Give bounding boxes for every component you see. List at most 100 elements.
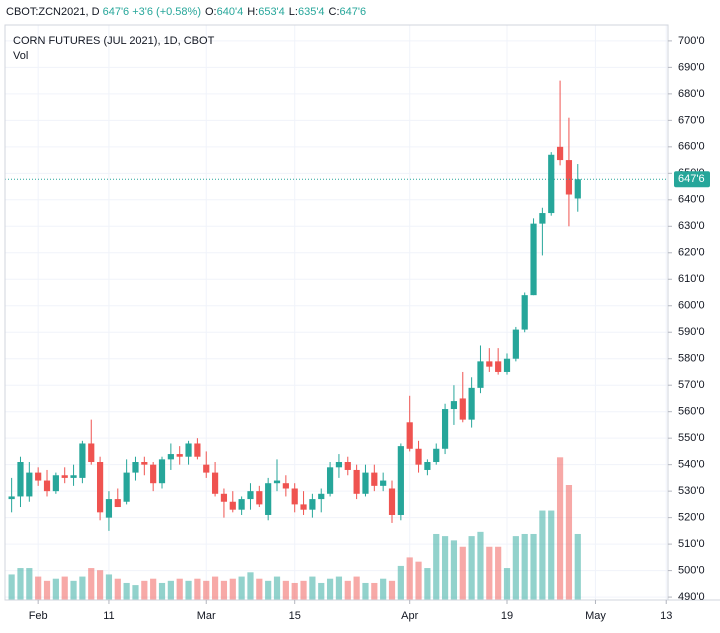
y-tick-label: 660'0 [678, 141, 705, 153]
volume-bar [353, 576, 360, 600]
volume-bar [194, 578, 201, 600]
volume-bar [415, 561, 422, 600]
candle-body [291, 488, 298, 505]
volume-bar [96, 570, 104, 600]
volume-bar [300, 580, 307, 600]
volume-bar [220, 580, 228, 600]
candle-body [238, 499, 245, 510]
volume-bar [105, 574, 113, 600]
volume-bar [17, 568, 24, 600]
header: CBOT:ZCN2021, D 647'6 +3'6 (+0.58%) O:640… [6, 6, 366, 18]
candle-body [211, 472, 219, 494]
x-tick-label: 15 [289, 610, 301, 622]
candle-body [548, 154, 555, 214]
candle-body [477, 361, 484, 388]
candle-body [335, 462, 343, 468]
volume-bar [424, 568, 431, 600]
volume-bar [309, 576, 316, 600]
candle-body [282, 483, 289, 489]
y-tick-label: 500'0 [678, 565, 705, 577]
volume-bar [486, 546, 493, 600]
candle-body [256, 491, 263, 505]
volume-bar [8, 574, 15, 600]
volume-bar [565, 485, 573, 600]
y-tick-label: 620'0 [678, 247, 705, 259]
x-tick-label: 19 [501, 610, 513, 622]
x-tick-label: May [585, 610, 606, 622]
y-tick-label: 600'0 [678, 300, 705, 312]
candle-body [247, 491, 254, 500]
candle-body [220, 493, 228, 502]
volume-bar [52, 578, 59, 600]
candle-body [96, 462, 104, 513]
candle-body [132, 462, 139, 473]
y-tick-label: 590'0 [678, 326, 705, 338]
candle-body [539, 213, 546, 224]
volume-bar [521, 533, 528, 600]
last-price-label: 647'6 [678, 173, 705, 185]
y-tick-label: 700'0 [678, 35, 705, 47]
candle-body [362, 472, 369, 494]
price: 647'6 [103, 6, 130, 18]
volume-bar [318, 582, 325, 600]
volume-bar [344, 580, 351, 600]
candle-body [17, 462, 24, 497]
candle-body [265, 483, 272, 515]
candle-body [388, 488, 396, 515]
candle-body [326, 467, 334, 494]
o-key: O: [205, 6, 217, 18]
volume-bar [459, 546, 466, 600]
candle-body [503, 358, 511, 372]
candle-body [123, 472, 130, 502]
y-tick-label: 510'0 [678, 538, 705, 550]
o-value: 640'4 [217, 6, 244, 18]
volume-bar [88, 568, 95, 600]
candle-body [486, 361, 493, 367]
volume-bar [185, 580, 192, 600]
volume-bar [43, 580, 51, 600]
volume-bar [211, 576, 219, 600]
volume-bar [495, 546, 502, 600]
volume-bar [450, 540, 458, 600]
candle-body [35, 472, 42, 481]
volume-bar [503, 568, 511, 600]
volume-bar [256, 578, 263, 600]
volume-bar [291, 582, 298, 600]
candle-body [167, 454, 174, 460]
y-tick-label: 550'0 [678, 432, 705, 444]
volume-bar [574, 533, 581, 600]
y-tick-label: 630'0 [678, 220, 705, 232]
volume-bar [35, 576, 42, 600]
y-tick-label: 570'0 [678, 379, 705, 391]
y-tick-label: 690'0 [678, 61, 705, 73]
x-tick-label: Mar [197, 610, 216, 622]
x-tick-label: 11 [103, 610, 114, 622]
volume-bar [229, 578, 236, 600]
candle-body [397, 446, 404, 515]
candle-body [318, 493, 325, 500]
candle-body [450, 401, 458, 410]
candle-body [229, 501, 236, 510]
candle-body [26, 472, 33, 497]
candle-body [158, 459, 166, 484]
candle-body [203, 464, 210, 473]
l-value: 635'4 [298, 6, 325, 18]
candle-body [344, 462, 351, 470]
volume-bar [114, 578, 121, 600]
candle-body [574, 179, 581, 199]
candle-body [309, 499, 316, 510]
volume-bar [273, 576, 281, 600]
candle-body [424, 462, 431, 470]
candle-body [61, 475, 68, 478]
volume-bar [468, 536, 475, 600]
volume-bar [70, 580, 77, 600]
candle-body [565, 160, 573, 195]
x-tick-label: 13 [660, 610, 672, 622]
candle-body [512, 329, 519, 359]
volume-bar [388, 580, 396, 600]
volume-bar [539, 510, 546, 600]
candle-body [150, 464, 157, 484]
volume-bar [132, 585, 139, 600]
candle-body [273, 480, 281, 484]
